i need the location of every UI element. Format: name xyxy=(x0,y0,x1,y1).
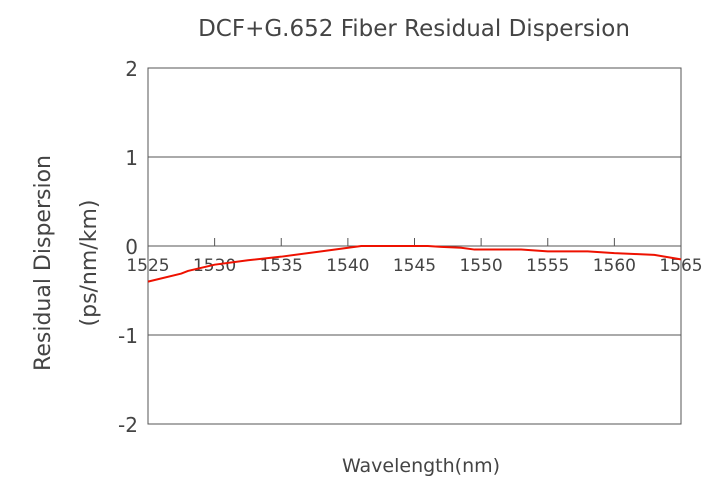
x-tick-label: 1525 xyxy=(126,256,169,276)
y-axis-label-line2: (ps/nm/km) xyxy=(77,200,102,327)
y-tick-label: 1 xyxy=(125,146,138,170)
x-tick-label: 1540 xyxy=(326,256,369,276)
y-tick-label: -2 xyxy=(118,413,138,437)
y-tick-label: -1 xyxy=(118,324,138,348)
x-tick-label: 1565 xyxy=(659,256,702,276)
series-line xyxy=(147,245,682,283)
x-tick-label: 1545 xyxy=(393,256,436,276)
x-tick-label: 1535 xyxy=(260,256,303,276)
y-tick-label: 2 xyxy=(125,57,138,81)
y-axis-label-line1: Residual Dispersion xyxy=(31,155,56,371)
x-tick-label: 1550 xyxy=(459,256,502,276)
x-tick-label: 1555 xyxy=(526,256,569,276)
x-tick-label: 1560 xyxy=(593,256,636,276)
x-tick-label: 1530 xyxy=(193,256,236,276)
y-tick-label: 0 xyxy=(125,235,138,259)
chart-title: DCF+G.652 Fiber Residual Dispersion xyxy=(198,16,630,42)
x-axis-label: Wavelength(nm) xyxy=(342,455,500,477)
